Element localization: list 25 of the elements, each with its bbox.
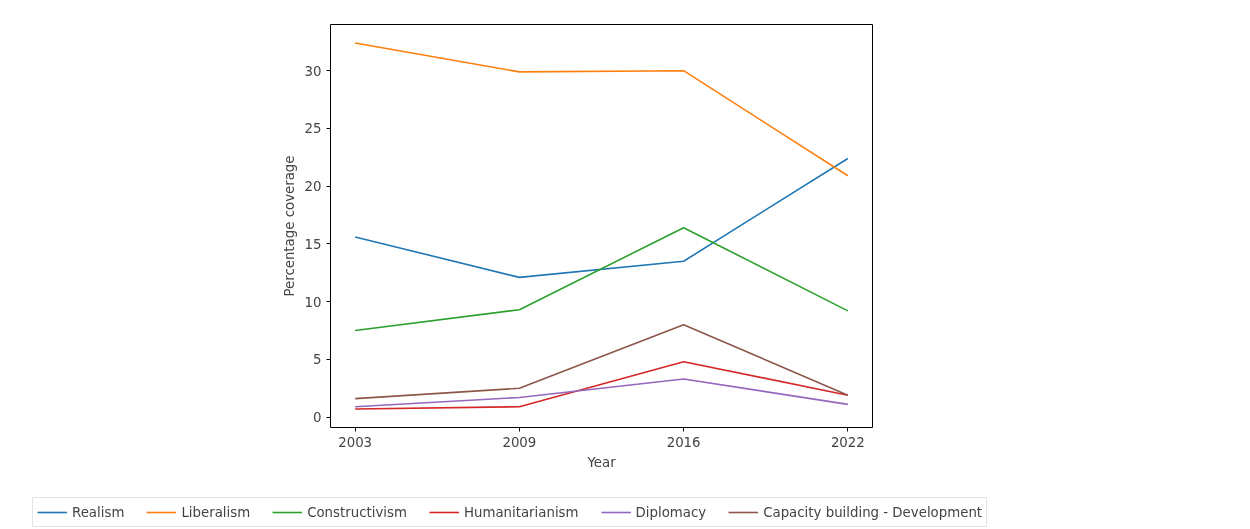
line-series bbox=[354, 157, 849, 279]
line-series bbox=[354, 323, 849, 400]
x-tick-label: 2009 bbox=[502, 434, 537, 450]
y-tick-label: 0 bbox=[313, 410, 322, 426]
legend-label: Constructivism bbox=[307, 504, 407, 520]
x-tick-label: 2016 bbox=[666, 434, 701, 450]
y-tick-label: 30 bbox=[304, 63, 322, 79]
y-tick-label: 10 bbox=[304, 294, 322, 310]
legend-label: Realism bbox=[72, 504, 125, 520]
x-axis-title: Year bbox=[586, 454, 617, 470]
line-series bbox=[354, 42, 849, 177]
y-tick-label: 25 bbox=[304, 121, 322, 137]
y-tick-label: 5 bbox=[313, 352, 322, 368]
line-series bbox=[354, 360, 849, 410]
x-tick-label: 2003 bbox=[338, 434, 373, 450]
legend-label: Liberalism bbox=[181, 504, 251, 520]
x-tick-label: 2022 bbox=[830, 434, 865, 450]
line-series bbox=[354, 226, 849, 332]
legend-label: Capacity building - Development bbox=[763, 504, 983, 520]
y-axis-title: Percentage coverage bbox=[281, 155, 297, 297]
legend-label: Humanitarianism bbox=[463, 504, 579, 520]
y-tick-label: 20 bbox=[304, 179, 322, 195]
legend-label: Diplomacy bbox=[635, 504, 707, 520]
y-tick-label: 15 bbox=[304, 236, 322, 252]
line-series bbox=[354, 378, 849, 408]
